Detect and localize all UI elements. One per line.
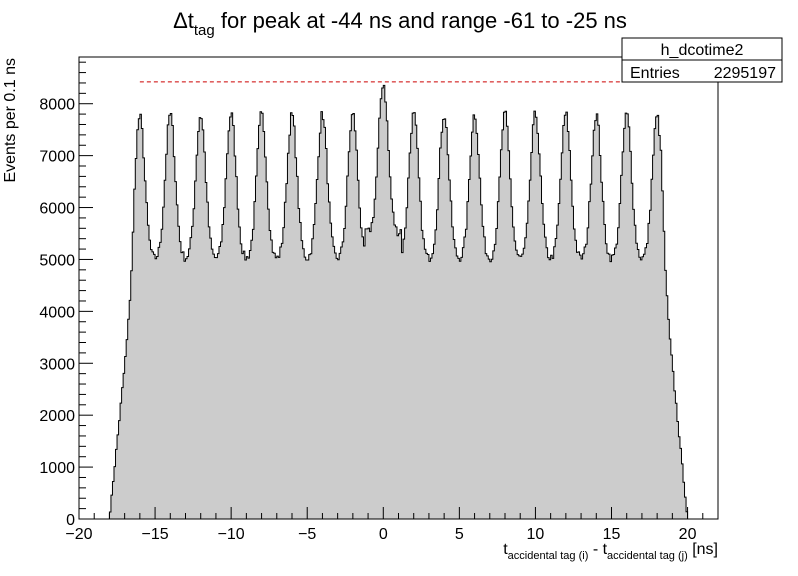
histogram-fill: [109, 85, 688, 519]
x-axis: −20 −15 −10 −5 0 5 10 15 20: [65, 507, 719, 543]
x-tick-label: 15: [603, 526, 621, 543]
x-tick-label: 0: [379, 526, 388, 543]
x-tick-label: 20: [679, 526, 697, 543]
x-tick-label: −15: [142, 526, 169, 543]
stats-box: h_dcotime2 Entries 2295197: [621, 37, 783, 83]
histogram-outline: [108, 84, 689, 519]
title-sub: tag: [194, 22, 215, 39]
title-rest: for peak at -44 ns and range -61 to -25 …: [215, 8, 627, 33]
xlabel-t: t: [503, 541, 508, 558]
x-tick-label: 10: [527, 526, 545, 543]
y-tick-label: 3000: [39, 356, 75, 373]
stats-entries-label: Entries: [630, 65, 680, 82]
y-tick-label: 8000: [39, 97, 75, 114]
x-tick-label: 5: [455, 526, 464, 543]
xlabel-mid: - t: [588, 541, 607, 558]
xlabel-sub-j: accidental tag (j): [607, 550, 688, 562]
chart-title: Δttag for peak at -44 ns and range -61 t…: [173, 8, 627, 39]
xlabel-sub-i: accidental tag (i): [508, 550, 589, 562]
x-tick-label: −20: [65, 526, 92, 543]
y-axis: 0 1000 2000 3000 4000 5000 6000 7000 8000: [39, 61, 93, 529]
x-axis-label: taccidental tag (i) - taccidental tag (j…: [503, 541, 718, 562]
x-tick-label: −10: [218, 526, 245, 543]
stats-histogram-name: h_dcotime2: [661, 42, 744, 59]
y-tick-label: 0: [66, 512, 75, 529]
title-main: Δt: [173, 8, 194, 33]
y-tick-label: 1000: [39, 460, 75, 477]
y-axis-label: Events per 0.1 ns: [2, 58, 19, 183]
y-tick-label: 4000: [39, 304, 75, 321]
stats-entries-value: 2295197: [714, 65, 776, 82]
y-tick-label: 6000: [39, 201, 75, 218]
x-tick-label: −5: [298, 526, 316, 543]
y-tick-label: 2000: [39, 408, 75, 425]
y-tick-label: 5000: [39, 252, 75, 269]
y-tick-label: 7000: [39, 149, 75, 166]
xlabel-unit: [ns]: [688, 541, 718, 558]
